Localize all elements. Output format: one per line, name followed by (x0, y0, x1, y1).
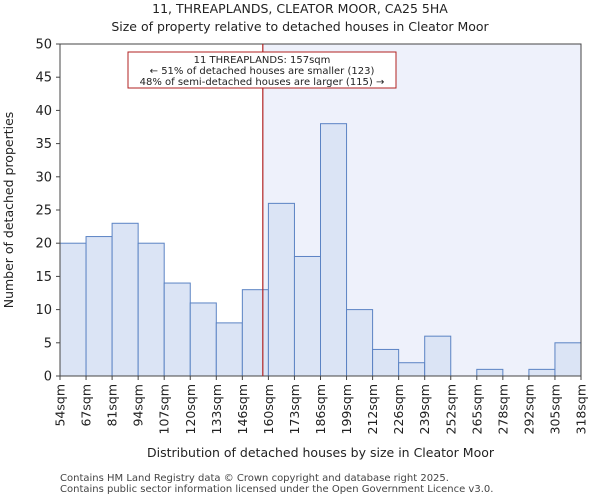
y-tick-label-40: 40 (35, 104, 52, 119)
x-tick-label-186sqm: 186sqm (313, 384, 328, 434)
bar-120sqm (189, 302, 217, 377)
x-tick-label-212sqm: 212sqm (365, 384, 380, 434)
x-tick-label-146sqm: 146sqm (235, 384, 250, 434)
bar-212sqm (372, 348, 400, 377)
bar-54sqm (59, 242, 87, 377)
x-tick-label-265sqm: 265sqm (469, 384, 484, 434)
x-tick-label-54sqm: 54sqm (53, 384, 68, 427)
x-tick-label-133sqm: 133sqm (209, 384, 224, 434)
bar-265sqm (476, 368, 504, 377)
x-tick-label-252sqm: 252sqm (443, 384, 458, 434)
x-tick-label-94sqm: 94sqm (131, 384, 146, 427)
x-tick-label-292sqm: 292sqm (521, 384, 536, 434)
x-tick-label-160sqm: 160sqm (261, 384, 276, 434)
annotation-smaller: ← 51% of detached houses are smaller (12… (150, 66, 375, 77)
y-tick-label-0: 0 (44, 370, 52, 385)
bar-133sqm (215, 322, 243, 377)
y-tick-label-20: 20 (35, 237, 52, 252)
annotation-larger: 48% of semi-detached houses are larger (… (140, 77, 385, 88)
chart-title: 11, THREAPLANDS, CLEATOR MOOR, CA25 5HA (152, 1, 448, 16)
x-tick-label-120sqm: 120sqm (183, 384, 198, 434)
x-tick-label-81sqm: 81sqm (105, 384, 120, 427)
y-axis-label: Number of detached properties (1, 112, 16, 309)
x-axis-label: Distribution of detached houses by size … (147, 445, 495, 460)
bar-186sqm (320, 123, 348, 377)
bar-173sqm (293, 255, 322, 377)
bar-67sqm (85, 236, 113, 377)
y-tick-label-45: 45 (35, 71, 52, 86)
x-tick-label-199sqm: 199sqm (339, 384, 354, 434)
y-tick-label-15: 15 (35, 270, 52, 285)
x-tick-label-226sqm: 226sqm (391, 384, 406, 434)
bar-305sqm (554, 342, 582, 377)
chart-subtitle: Size of property relative to detached ho… (111, 19, 489, 34)
x-tick-label-107sqm: 107sqm (157, 384, 172, 434)
bar-239sqm (424, 335, 452, 377)
y-tick-label-50: 50 (35, 38, 52, 53)
annotation-box (127, 51, 397, 89)
x-tick-label-305sqm: 305sqm (547, 384, 562, 434)
y-tick-label-5: 5 (44, 336, 52, 351)
x-tick-label-67sqm: 67sqm (79, 384, 94, 427)
x-tick-label-318sqm: 318sqm (574, 384, 589, 434)
y-tick-label-35: 35 (35, 137, 52, 152)
x-tick-label-173sqm: 173sqm (287, 384, 302, 434)
y-tick-label-25: 25 (35, 204, 52, 219)
bar-146sqm (241, 289, 269, 377)
bar-107sqm (163, 282, 191, 377)
footer-copyright: Contains HM Land Registry data © Crown c… (60, 473, 449, 484)
bar-226sqm (398, 362, 426, 377)
footer-licence: Contains public sector information licen… (60, 484, 494, 495)
bar-292sqm (528, 368, 556, 377)
bar-199sqm (346, 309, 374, 377)
bar-160sqm (267, 202, 295, 377)
y-tick-label-30: 30 (35, 170, 52, 185)
x-tick-label-239sqm: 239sqm (417, 384, 432, 434)
annotation-title: 11 THREAPLANDS: 157sqm (194, 55, 331, 66)
bar-81sqm (111, 222, 139, 377)
bar-94sqm (137, 242, 165, 377)
x-tick-label-278sqm: 278sqm (495, 384, 510, 434)
y-tick-label-10: 10 (35, 303, 52, 318)
